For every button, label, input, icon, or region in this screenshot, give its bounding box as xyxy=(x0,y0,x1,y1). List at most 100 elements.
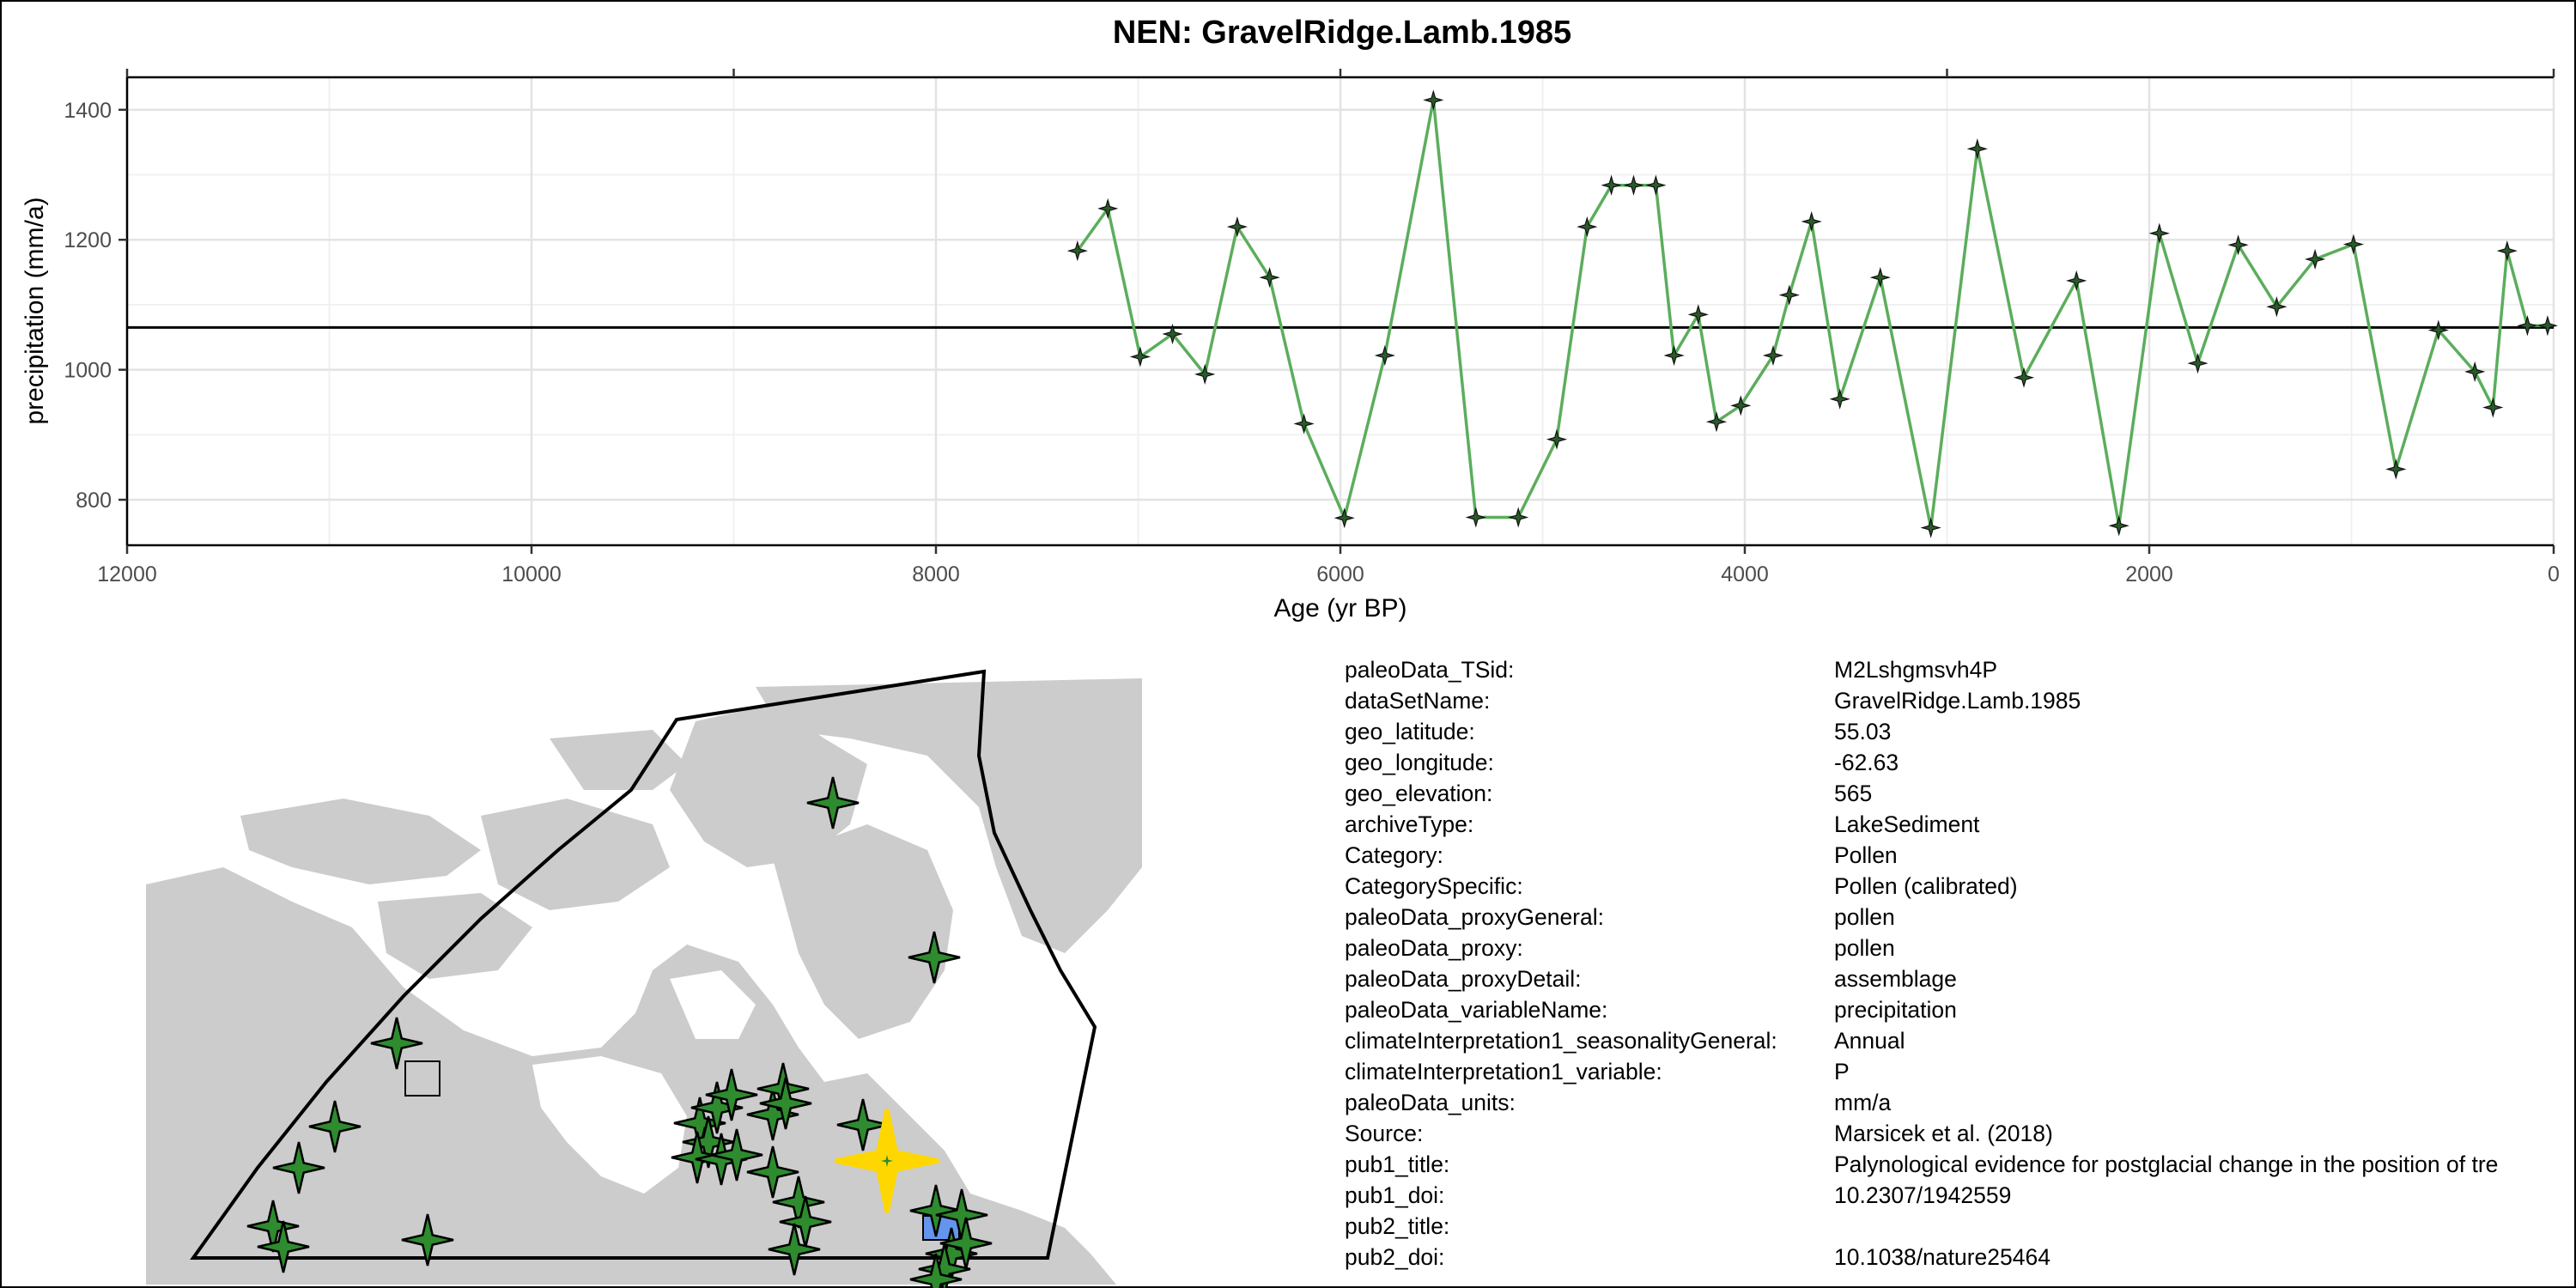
metadata-value: Palynological evidence for postglacial c… xyxy=(1834,1151,2499,1177)
water-hudson-bay xyxy=(532,1056,687,1194)
data-point xyxy=(1829,388,1850,410)
metadata-key: pub2_doi: xyxy=(1345,1244,1445,1270)
metadata-row: CategorySpecific: Pollen (calibrated) xyxy=(1345,871,2576,902)
metadata-row: paleoData_units: mm/a xyxy=(1345,1087,2576,1118)
x-tick-label: 0 xyxy=(2548,562,2560,586)
data-point xyxy=(2108,515,2129,537)
data-point xyxy=(1645,174,1667,196)
data-point xyxy=(2342,234,2365,255)
map-site-marker xyxy=(257,1220,310,1273)
land-islands-central xyxy=(481,799,670,910)
land-arctic-islands xyxy=(670,704,867,867)
x-ticks: 12000 10000 8000 6000 4000 2000 0 xyxy=(97,545,2560,586)
map-site-marker xyxy=(308,1100,361,1153)
x-tick-label: 8000 xyxy=(912,562,960,586)
data-point xyxy=(1663,344,1685,367)
data-point xyxy=(1226,216,1248,238)
metadata-row: geo_longitude: -62.63 xyxy=(1345,747,2576,778)
data-point xyxy=(1129,346,1151,368)
data-point xyxy=(1623,174,1644,196)
metadata-key: Source: xyxy=(1345,1121,1424,1146)
data-point xyxy=(2537,315,2559,337)
land-masses xyxy=(146,678,1142,1285)
x-tick-label: 4000 xyxy=(1721,562,1769,586)
x-tick-label: 2000 xyxy=(2125,562,2173,586)
metadata-value: precipitation xyxy=(1834,997,1957,1023)
metadata-row: geo_latitude: 55.03 xyxy=(1345,716,2576,747)
metadata-key: paleoData_variableName: xyxy=(1345,997,1608,1023)
map-site-marker xyxy=(836,1098,890,1151)
map-site-marker xyxy=(401,1213,454,1267)
y-ticks: 800 1000 1200 1400 xyxy=(64,99,127,513)
metadata-key: geo_longitude: xyxy=(1345,750,1494,775)
data-point xyxy=(1869,266,1891,289)
x-ticks-top xyxy=(125,69,2555,77)
land-greenland xyxy=(756,678,1142,953)
metadata-row: dataSetName: GravelRidge.Lamb.1985 xyxy=(1345,685,2576,716)
map-site-marker xyxy=(759,1077,812,1130)
metadata-row: paleoData_TSid: M2Lshgmsvh4P xyxy=(1345,654,2576,685)
data-point xyxy=(1508,507,1529,528)
land-islands-north xyxy=(550,730,687,790)
metadata-key: climateInterpretation1_seasonalityGenera… xyxy=(1345,1028,1777,1054)
chart-title: NEN: GravelRidge.Lamb.1985 xyxy=(1113,15,1571,51)
map-site-marker xyxy=(671,1131,724,1184)
metadata-value: pollen xyxy=(1834,935,1895,961)
series-points xyxy=(1066,89,2559,538)
y-tick-label: 800 xyxy=(76,489,112,513)
metadata-value: 10.2307/1942559 xyxy=(1834,1182,2012,1208)
map-site-marker xyxy=(370,1017,423,1070)
data-point xyxy=(2517,315,2538,337)
y-tick-label: 1400 xyxy=(64,99,112,123)
metadata-value: P xyxy=(1834,1059,1850,1084)
metadata-value: -62.63 xyxy=(1834,750,1899,775)
water-foxe-basin xyxy=(670,970,756,1039)
metadata-row: pub2_doi: 10.1038/nature25464 xyxy=(1345,1242,2576,1273)
map-site-marker xyxy=(746,1145,799,1199)
map-highlight-center xyxy=(881,1155,893,1167)
metadata-value: Annual xyxy=(1834,1028,1905,1054)
metadata-value xyxy=(1834,1211,2576,1242)
data-point xyxy=(2482,397,2504,418)
metadata-table: paleoData_TSid: M2Lshgmsvh4P dataSetName: G… xyxy=(1345,654,2576,1273)
metadata-row: paleoData_proxy: pollen xyxy=(1345,933,2576,963)
metadata-value: 55.03 xyxy=(1834,719,1892,744)
metadata-row: pub2_title: xyxy=(1345,1211,2576,1242)
data-point xyxy=(1374,344,1395,367)
data-point xyxy=(1465,507,1486,528)
map-highlight-marker xyxy=(835,1109,939,1213)
data-point xyxy=(1920,517,1941,538)
metadata-key: paleoData_proxy: xyxy=(1345,935,1523,961)
metadata-row: paleoData_proxyGeneral: pollen xyxy=(1345,902,2576,933)
metadata-row: archiveType: LakeSediment xyxy=(1345,809,2576,840)
data-point xyxy=(1423,89,1444,111)
metadata-value: assemblage xyxy=(1834,966,1957,992)
data-point xyxy=(2427,319,2449,341)
map-site-marker xyxy=(806,776,860,829)
metadata-key: CategorySpecific: xyxy=(1345,873,1523,899)
x-axis-label: Age (yr BP) xyxy=(1273,594,1406,623)
data-point xyxy=(2266,296,2287,318)
metadata-key: climateInterpretation1_variable: xyxy=(1345,1059,1662,1084)
data-point xyxy=(2187,352,2208,374)
data-point xyxy=(1577,216,1598,238)
map-site-marker xyxy=(909,1184,963,1237)
metadata-value: 565 xyxy=(1834,781,1873,806)
metadata-row: Category: Pollen xyxy=(1345,840,2576,871)
data-point xyxy=(1762,344,1784,367)
metadata-key: dataSetName: xyxy=(1345,688,1491,714)
metadata-row: geo_elevation: 565 xyxy=(1345,778,2576,809)
site-map xyxy=(146,669,1142,1288)
metadata-key: paleoData_units: xyxy=(1345,1090,1516,1115)
data-point xyxy=(1778,284,1800,306)
data-point xyxy=(2148,222,2170,244)
land-baffin-island xyxy=(773,824,953,1039)
data-point xyxy=(1966,138,1988,160)
metadata-row: paleoData_variableName: precipitation xyxy=(1345,994,2576,1025)
data-point xyxy=(1601,174,1622,196)
data-point xyxy=(1801,210,1822,233)
y-axis-label: precipitation (mm/a) xyxy=(21,197,49,424)
data-point xyxy=(2013,367,2035,388)
data-point xyxy=(1730,395,1752,416)
